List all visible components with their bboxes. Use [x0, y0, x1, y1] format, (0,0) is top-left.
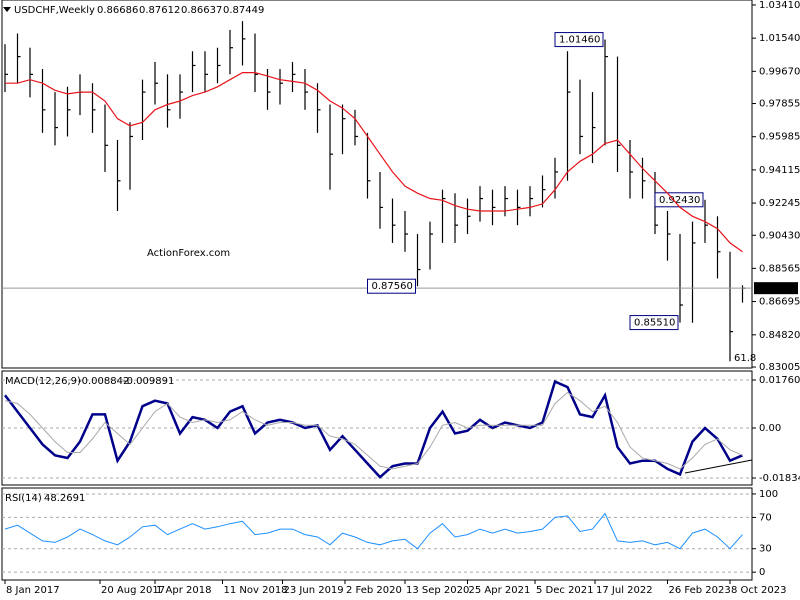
y-tick-label: 0.88565 [759, 263, 800, 274]
menu-icon [3, 7, 11, 12]
y-tick-label: 100 [759, 489, 778, 500]
y-tick-label: 0.94115 [759, 165, 800, 176]
panel-title: USDCHF,Weekly [14, 5, 95, 16]
y-tick-label: 0.92245 [759, 198, 800, 209]
annotation-label: 0.92430 [659, 195, 700, 206]
annotation-label: 1.01460 [559, 35, 600, 46]
annotation-label: 0.87560 [372, 281, 413, 292]
annotation-label: 0.85510 [634, 318, 675, 329]
series-line [5, 72, 743, 253]
annotation-box [554, 32, 604, 48]
y-tick-label: 0.90430 [759, 230, 800, 241]
header-value: 0.87612 [139, 5, 180, 16]
header-value: 0.86637 [181, 5, 222, 16]
x-tick-label: 8 Oct 2023 [731, 585, 786, 596]
panel-frame [1, 487, 753, 581]
y-tick-label: 0.97855 [759, 99, 800, 110]
last-price-label: 0.87449 [757, 283, 798, 294]
x-tick-label: 11 Nov 2018 [224, 585, 288, 596]
annotation-box [629, 315, 679, 331]
x-tick-label: 2 Feb 2020 [346, 585, 402, 596]
x-tick-label: 13 Sep 2020 [406, 585, 469, 596]
panel-frame [1, 0, 753, 369]
header-value: 48.2691 [44, 493, 85, 504]
x-tick-label: 8 Jan 2017 [6, 585, 60, 596]
panel-title: MACD(12,26,9) [5, 376, 81, 387]
header-value: 0.87449 [223, 5, 264, 16]
y-tick-label: -0.01834 [759, 473, 800, 484]
trend-line [684, 459, 753, 474]
y-tick-label: 0 [759, 567, 765, 578]
y-tick-label: 0.83005 [759, 362, 800, 373]
x-tick-label: 17 Jul 2022 [596, 585, 653, 596]
panel-title: RSI(14) [5, 493, 42, 504]
y-tick-label: 0.017603 [759, 375, 800, 386]
x-tick-label: 23 Jun 2019 [284, 585, 344, 596]
header-value: -0.008842 [78, 376, 129, 387]
y-tick-label: 0.00 [759, 423, 781, 434]
watermark: ActionForex.com [147, 248, 230, 259]
y-tick-label: 0.86695 [759, 297, 800, 308]
x-tick-label: 5 Dec 2021 [536, 585, 594, 596]
y-tick-label: 1.03410 [759, 0, 800, 11]
y-tick-label: 0.84820 [759, 330, 800, 341]
fib-label: 61.8 [734, 353, 756, 364]
header-value: -0.009891 [123, 376, 174, 387]
annotation-box [367, 278, 416, 294]
last-price-box [754, 282, 798, 295]
y-tick-label: 1.01540 [759, 33, 800, 44]
y-tick-label: 0.95985 [759, 132, 800, 143]
series-line [4, 379, 743, 479]
y-tick-label: 30 [759, 544, 772, 555]
series-line [4, 391, 743, 470]
header-value: 0.86686 [97, 5, 138, 16]
series-line [4, 512, 743, 550]
x-tick-label: 25 Apr 2021 [469, 585, 531, 596]
x-tick-label: 26 Feb 2023 [669, 585, 731, 596]
x-tick-label: 20 Aug 2017 [101, 585, 165, 596]
x-tick-label: 1 Apr 2018 [156, 585, 211, 596]
y-tick-label: 0.99670 [759, 66, 800, 77]
y-tick-label: 70 [759, 512, 772, 523]
